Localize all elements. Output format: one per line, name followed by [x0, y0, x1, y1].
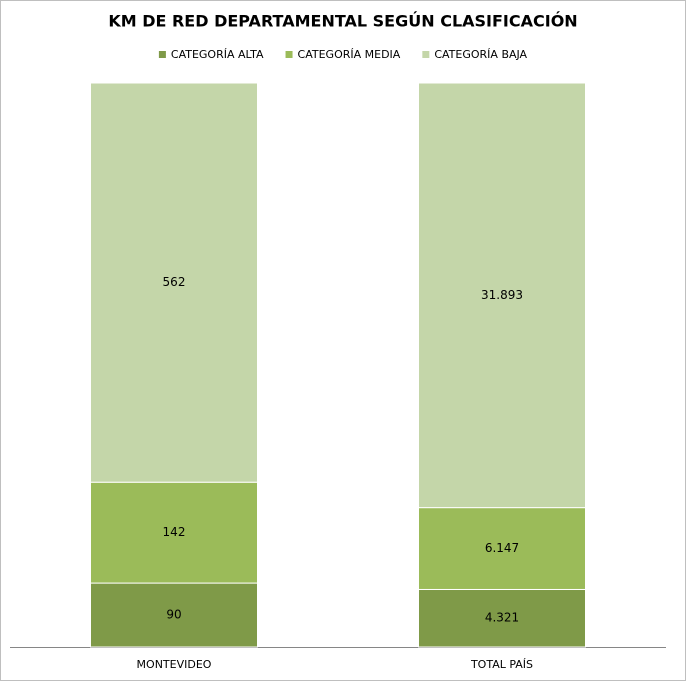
legend-marker — [158, 51, 166, 58]
data-label: 90 — [166, 608, 181, 622]
data-label: 31.893 — [481, 288, 523, 302]
legend-label: CATEGORÍA BAJA — [434, 48, 527, 61]
data-label: 562 — [163, 275, 186, 289]
legend-label: CATEGORÍA ALTA — [171, 48, 264, 61]
data-label: 6.147 — [485, 541, 519, 555]
bar-segment — [90, 82, 258, 483]
x-tick-label: MONTEVIDEO — [137, 658, 212, 671]
bar-segment — [418, 588, 586, 648]
data-label: 142 — [163, 525, 186, 539]
bar-segment — [418, 507, 586, 590]
legend-marker — [422, 51, 430, 58]
chart-title: KM DE RED DEPARTAMENTAL SEGÚN CLASIFICAC… — [108, 12, 577, 31]
legend-label: CATEGORÍA MEDIA — [298, 48, 401, 61]
data-label: 4.321 — [485, 611, 519, 625]
x-tick-label: TOTAL PAÍS — [470, 658, 533, 671]
legend-marker — [285, 51, 293, 58]
bar-segment — [90, 582, 258, 648]
bar-segment — [418, 82, 586, 509]
bar-segment — [90, 481, 258, 584]
